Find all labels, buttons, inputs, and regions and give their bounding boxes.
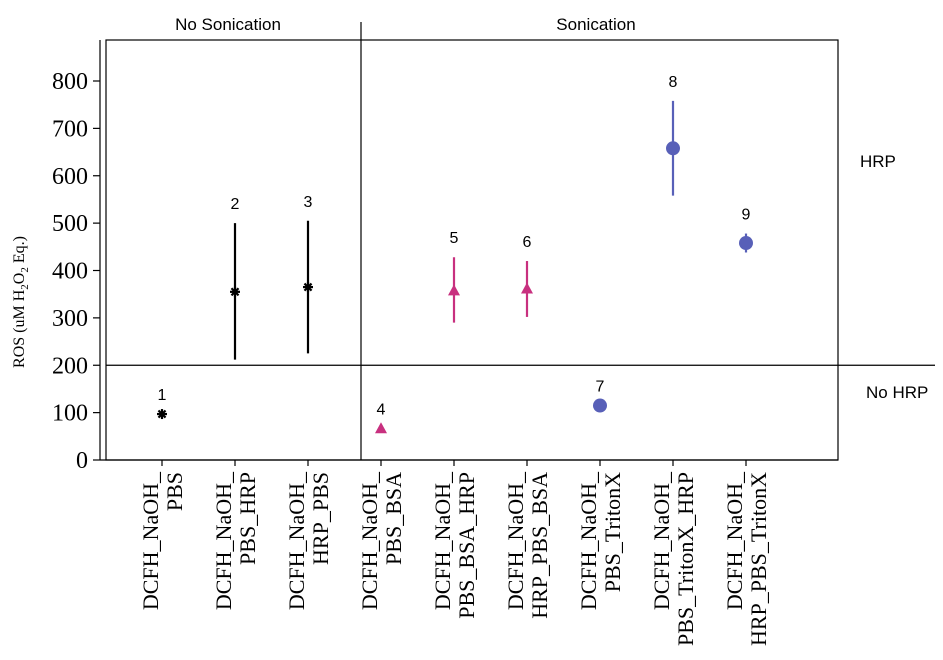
x-tick-label-line: DCFH_NaOH_ [576, 471, 601, 610]
x-tick-label: DCFH_NaOH_HRP_PBS_BSA [503, 471, 552, 619]
x-tick-label-line: PBS_BSA [381, 472, 406, 565]
x-tick-label: DCFH_NaOH_PBS [138, 471, 187, 610]
y-tick-label: 700 [52, 116, 88, 142]
y-tick-label: 200 [52, 353, 88, 379]
data-marks: 1 2 3 4 5 6 7 8 9 [157, 74, 753, 434]
section-label-no-hrp: No HRP [866, 383, 928, 402]
point-label: 9 [742, 207, 751, 224]
star-stroke [303, 282, 313, 292]
point-label: 4 [377, 401, 386, 418]
y-axis-label: ROS (uM H2O2 Eq.) [11, 236, 31, 368]
x-tick-label-line: DCFH_NaOH_ [649, 471, 674, 610]
star-stroke [230, 287, 240, 297]
star-stroke [157, 409, 167, 419]
y-axis-label-sub2: 2 [19, 267, 31, 273]
x-tick-label: DCFH_NaOH_PBS_BSA [357, 471, 406, 610]
y-tick-label: 800 [52, 69, 88, 95]
point-label: 5 [450, 230, 459, 247]
plot-frame [105, 39, 839, 461]
y-tick-label: 300 [52, 306, 88, 332]
x-tick-label: DCFH_NaOH_PBS_TritonX [576, 471, 625, 610]
point-label: 1 [158, 387, 167, 404]
section-label-no-sonication: No Sonication [175, 15, 281, 34]
x-tick-label-line: PBS_BSA_HRP [454, 472, 479, 619]
x-tick-label-line: DCFH_NaOH_ [503, 471, 528, 610]
x-tick-label-line: HRP_PBS [308, 472, 333, 565]
y-axis-label-prefix: ROS (uM H [11, 289, 28, 368]
y-tick-label: 0 [76, 448, 88, 474]
y-axis-label-suffix: Eq.) [11, 236, 28, 267]
section-label-sonication: Sonication [556, 15, 635, 34]
x-tick-label-line: DCFH_NaOH_ [430, 471, 455, 610]
x-tick-label-line: DCFH_NaOH_ [357, 471, 382, 610]
y-axis: 0 100 200 300 400 500 600 700 800 [52, 40, 838, 474]
y-tick-label: 500 [52, 211, 88, 237]
x-tick-label-line: DCFH_NaOH_ [211, 471, 236, 610]
x-tick-label: DCFH_NaOH_PBS_TritonX_HRP [649, 471, 698, 646]
x-tick-label-line: DCFH_NaOH_ [138, 471, 163, 610]
section-label-hrp: HRP [860, 152, 896, 171]
y-tick-label: 100 [52, 401, 88, 427]
point-label: 2 [231, 196, 240, 213]
x-tick-label-line: HRP_PBS_BSA [527, 472, 552, 619]
point-label: 7 [596, 379, 605, 396]
x-tick-label-line: PBS_TritonX [600, 472, 625, 592]
x-tick-label-line: PBS_TritonX_HRP [673, 472, 698, 646]
x-tick-label-line: PBS [162, 472, 187, 511]
star-marker [157, 409, 167, 420]
x-tick-label: DCFH_NaOH_HRP_PBS [284, 471, 333, 610]
x-tick-label-line: DCFH_NaOH_ [722, 471, 747, 610]
triangle-marker [521, 282, 533, 294]
y-tick-label: 600 [52, 164, 88, 190]
x-tick-label-line: HRP_PBS_TritonX [746, 472, 771, 646]
point-label: 8 [669, 74, 678, 91]
point-label: 6 [523, 234, 532, 251]
x-axis-category-labels: DCFH_NaOH_PBS DCFH_NaOH_PBS_HRP DCFH_NaOH_… [138, 460, 771, 646]
point-label: 3 [304, 194, 313, 211]
triangle-marker [448, 284, 460, 296]
x-tick-label: DCFH_NaOH_PBS_BSA_HRP [430, 471, 479, 619]
x-tick-label-line: DCFH_NaOH_ [284, 471, 309, 610]
x-tick-label: DCFH_NaOH_PBS_HRP [211, 471, 260, 610]
x-tick-label-line: PBS_HRP [235, 472, 260, 565]
y-axis-label-mid: O [11, 273, 28, 285]
x-tick-label: DCFH_NaOH_HRP_PBS_TritonX [722, 471, 771, 646]
y-axis-label-sub1: 2 [19, 284, 31, 290]
y-tick-label: 400 [52, 259, 88, 285]
circle-marker [593, 398, 607, 413]
triangle-marker [375, 422, 387, 434]
star-marker [303, 282, 313, 293]
circle-marker [739, 236, 753, 251]
circle-marker [666, 141, 680, 156]
star-marker [230, 286, 240, 297]
